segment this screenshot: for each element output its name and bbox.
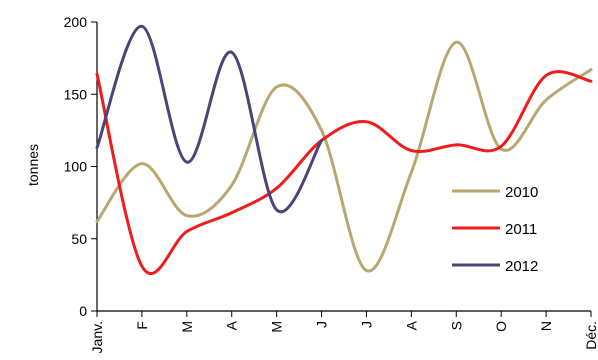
y-tick-label: 200 bbox=[64, 14, 88, 30]
x-tick-label: Janv. bbox=[89, 321, 105, 353]
x-tick-label: J bbox=[314, 321, 330, 328]
series-line-2010 bbox=[95, 40, 593, 273]
x-tick-label: S bbox=[448, 321, 464, 330]
y-tick-label: 100 bbox=[64, 159, 88, 175]
y-tick-label: 0 bbox=[79, 303, 87, 319]
x-tick-label: J bbox=[358, 321, 374, 328]
y-axis: 0 50 100 150 200 bbox=[64, 14, 98, 319]
series-line-2011 bbox=[95, 70, 593, 275]
x-tick-label: Déc. bbox=[583, 321, 598, 350]
x-axis: Janv. F M A M J J A S O N Déc. bbox=[89, 310, 598, 353]
x-tick-label: F bbox=[134, 321, 150, 330]
legend-label-2012: 2012 bbox=[505, 258, 538, 275]
series-line-2012 bbox=[95, 24, 324, 214]
y-tick-label: 50 bbox=[71, 231, 87, 247]
x-tick-label: A bbox=[403, 320, 419, 330]
x-tick-label: O bbox=[493, 321, 509, 332]
legend-label-2010: 2010 bbox=[505, 184, 538, 201]
x-tick-label: M bbox=[269, 321, 285, 333]
legend-label-2011: 2011 bbox=[505, 221, 537, 238]
y-axis-label: tonnes bbox=[25, 144, 41, 186]
x-tick-label: A bbox=[224, 320, 240, 330]
series-lines bbox=[95, 24, 593, 275]
legend: 2010 2011 2012 bbox=[452, 184, 538, 275]
x-tick-label: N bbox=[538, 321, 554, 331]
x-tick-label: M bbox=[179, 321, 195, 333]
y-tick-label: 150 bbox=[64, 86, 88, 102]
